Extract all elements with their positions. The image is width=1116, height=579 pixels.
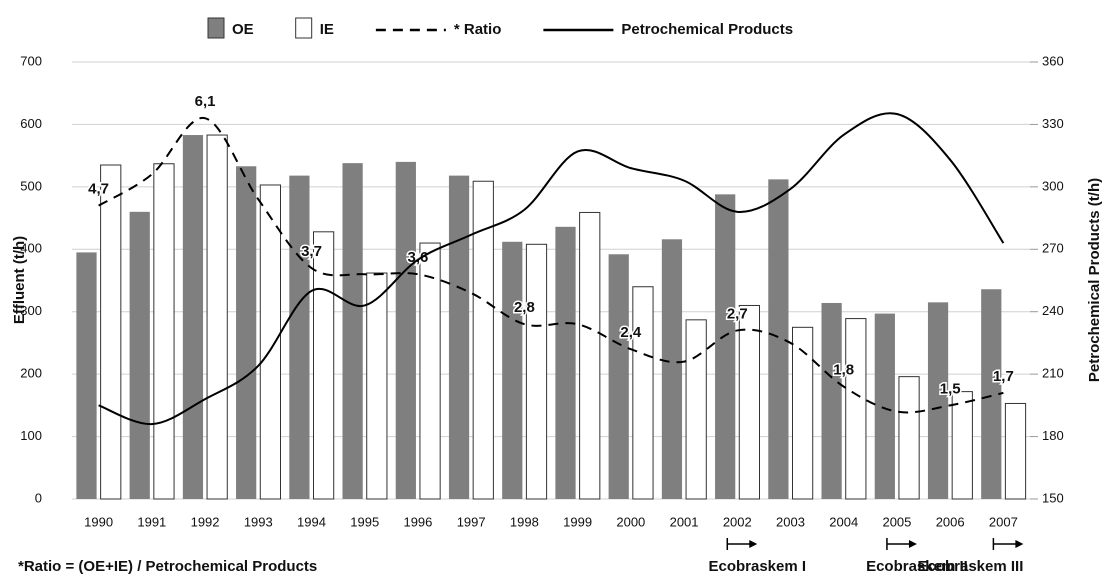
annotation: Ecobraskem III	[917, 558, 1023, 575]
y2-tick-label: 330	[1042, 116, 1064, 131]
legend-label: * Ratio	[454, 21, 502, 38]
data-label: 3,7	[301, 243, 322, 260]
annotation-arrow	[908, 540, 917, 548]
bar	[76, 252, 97, 499]
bar	[661, 239, 683, 499]
y2-tick-label: 240	[1042, 303, 1064, 318]
bar	[342, 163, 363, 500]
bar	[100, 164, 122, 500]
y-tick-label: 500	[20, 178, 42, 193]
bar	[608, 254, 629, 499]
y2-tick-label: 300	[1042, 178, 1064, 193]
y2-tick-label: 150	[1042, 490, 1064, 505]
footnote: *Ratio = (OE+IE) / Petrochemical Product…	[18, 558, 317, 575]
x-tick-label: 1993	[244, 514, 273, 529]
data-label: 1,8	[833, 362, 854, 379]
x-tick-label: 2007	[989, 514, 1018, 529]
bar	[259, 184, 282, 500]
x-tick-label: 2004	[829, 514, 858, 529]
annotation-arrow	[749, 540, 758, 548]
y-tick-label: 400	[20, 241, 42, 256]
data-label: 4,7	[88, 181, 109, 198]
bar	[898, 376, 920, 500]
bar	[685, 319, 707, 500]
x-tick-label: 1996	[403, 514, 432, 529]
bar	[129, 211, 150, 500]
bar	[738, 304, 761, 500]
x-tick-label: 2003	[776, 514, 805, 529]
bar	[845, 318, 867, 500]
y-tick-label: 100	[20, 428, 42, 443]
bar	[821, 302, 842, 499]
bar	[289, 175, 310, 499]
y2-tick-label: 180	[1042, 428, 1064, 443]
annotation: Ecobraskem II	[866, 558, 968, 575]
y-tick-label: 700	[20, 53, 42, 68]
bar	[448, 175, 470, 499]
bar	[927, 302, 949, 499]
data-label: 1,7	[993, 368, 1014, 385]
y2-tick-label: 360	[1042, 53, 1064, 68]
y2-axis-label: Petrochemical Products (t/h)	[1086, 178, 1103, 382]
bar	[579, 211, 601, 500]
annotation-arrow	[1015, 540, 1024, 548]
series-line	[98, 117, 1004, 414]
bar	[981, 289, 1002, 499]
x-tick-label: 1997	[457, 514, 486, 529]
bar	[153, 163, 175, 500]
series-line	[98, 112, 1005, 426]
legend-label: OE	[232, 21, 254, 38]
x-tick-label: 2002	[723, 514, 752, 529]
bar	[874, 313, 895, 499]
data-label: 3,6	[408, 249, 429, 266]
data-label: 2,4	[620, 324, 642, 341]
bar	[236, 166, 257, 499]
x-tick-label: 1998	[510, 514, 539, 529]
y-tick-label: 300	[20, 303, 42, 318]
data-label: 2,7	[727, 305, 748, 322]
bar	[472, 180, 494, 500]
y-axis-label: Effluent (t/h)	[11, 236, 28, 324]
bar	[555, 226, 576, 499]
data-label: 1,5	[940, 380, 961, 397]
bar	[419, 242, 441, 500]
legend-label: Petrochemical Products	[621, 21, 793, 38]
bar	[951, 391, 973, 500]
y-tick-label: 600	[20, 116, 42, 131]
x-tick-label: 1992	[191, 514, 220, 529]
x-tick-label: 2000	[616, 514, 645, 529]
legend-swatch	[295, 17, 313, 39]
x-tick-label: 1995	[350, 514, 379, 529]
bar	[502, 241, 523, 499]
bar	[525, 243, 548, 500]
bar	[632, 286, 654, 500]
bar	[792, 326, 814, 500]
x-tick-label: 1994	[297, 514, 326, 529]
x-tick-label: 1990	[84, 514, 113, 529]
bar	[768, 179, 789, 499]
y2-tick-label: 210	[1042, 366, 1064, 381]
legend-swatch	[207, 17, 225, 39]
y-tick-label: 0	[35, 490, 42, 505]
bar	[715, 194, 736, 499]
x-tick-label: 2006	[936, 514, 965, 529]
bar	[206, 134, 228, 500]
y-tick-label: 200	[20, 366, 42, 381]
bar	[395, 161, 416, 499]
data-label: 6,1	[195, 93, 216, 110]
y2-tick-label: 270	[1042, 241, 1064, 256]
data-label: 2,8	[514, 299, 535, 316]
bar	[1004, 402, 1027, 500]
bar	[313, 231, 335, 500]
legend-label: IE	[320, 21, 334, 38]
x-tick-label: 2001	[670, 514, 699, 529]
x-tick-label: 2005	[882, 514, 911, 529]
x-tick-label: 1999	[563, 514, 592, 529]
annotation: Ecobraskem I	[708, 558, 806, 575]
x-tick-label: 1991	[137, 514, 166, 529]
bar	[366, 272, 388, 500]
bar	[182, 135, 204, 499]
